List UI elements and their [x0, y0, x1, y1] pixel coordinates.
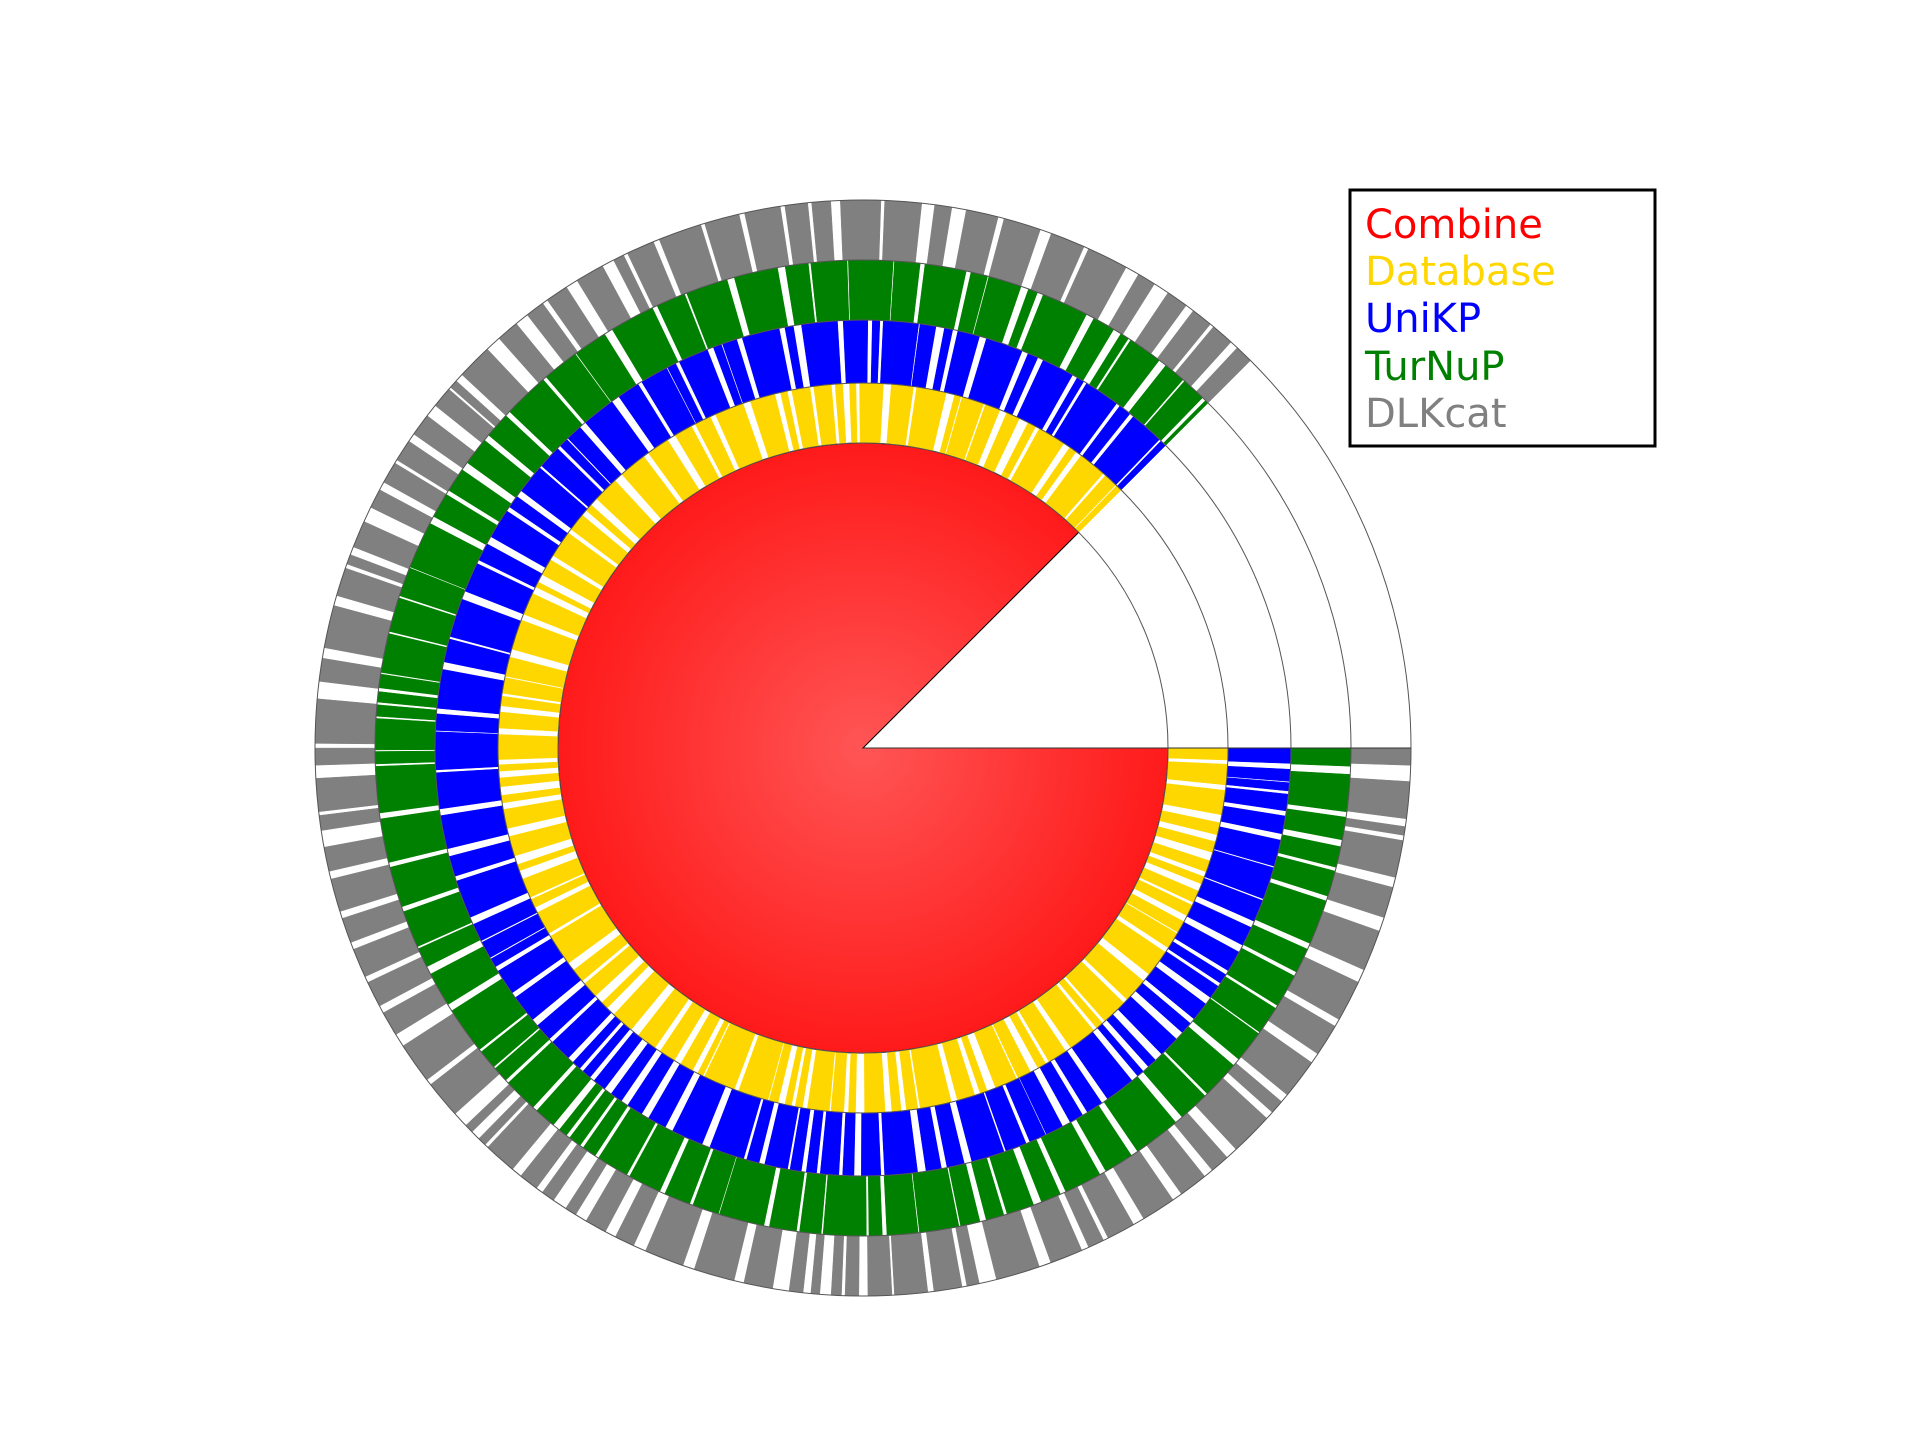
ring-segment-dlkcat [812, 201, 835, 262]
legend-entry-dlkcat: DLKcat [1365, 391, 1507, 437]
ring-segment-dlkcat [324, 836, 387, 871]
ring-segment-turnup [380, 810, 447, 862]
ring-segment-turnup [769, 1168, 804, 1231]
ring-segment-dlkcat [831, 1235, 844, 1295]
ring-segment-dlkcat [891, 1233, 928, 1296]
ring-segment-dlkcat [1337, 830, 1403, 877]
ring-segment-dlkcat [811, 1234, 825, 1295]
ring-segment-database [1168, 748, 1228, 760]
ring-segment-database [498, 762, 558, 771]
ring-segment-turnup [375, 718, 436, 750]
ring-segment-turnup [884, 1173, 918, 1235]
ring-segment-turnup [734, 268, 788, 336]
ring-segment-dlkcat [1351, 748, 1411, 765]
ring-segment-turnup [375, 751, 435, 764]
ring-segment-dlkcat [785, 203, 814, 265]
ring-segment-unikp [1228, 748, 1291, 763]
ring-segment-turnup [1287, 771, 1350, 812]
ring-segment-unikp [820, 1111, 842, 1175]
ring-segment-database [860, 383, 884, 443]
ring-segment-dlkcat [926, 1228, 962, 1291]
legend: Combine Database UniKP TurNuP DLKcat [1350, 190, 1655, 446]
ring-segment-database [849, 383, 857, 443]
ring-segment-turnup [823, 1175, 866, 1236]
ring-segment-dlkcat [744, 1224, 783, 1288]
ring-segment-dlkcat [867, 1235, 892, 1296]
ring-segment-dlkcat [1347, 778, 1410, 819]
ring-segment-unikp [1224, 787, 1288, 811]
ring-segment-database [498, 734, 558, 759]
ring-segment-unikp [440, 806, 508, 849]
ring-segment-dlkcat [745, 206, 790, 271]
ring-segment-dlkcat [845, 1236, 859, 1296]
ring-segment-turnup [868, 1176, 882, 1236]
ring-segment-dlkcat [1327, 872, 1393, 917]
ring-segment-unikp [843, 320, 868, 383]
ring-segment-database [835, 384, 846, 444]
ring-segment-unikp [801, 321, 841, 387]
ring-segment-unikp [435, 714, 499, 733]
ring-segment-dlkcat [789, 1232, 810, 1293]
ring-segment-database [848, 1053, 856, 1113]
ring-segment-database [908, 387, 946, 451]
ring-segment-dlkcat [694, 1212, 748, 1280]
ring-segment-turnup [848, 260, 893, 321]
ring-segment-dlkcat [316, 775, 378, 812]
ring-segment-dlkcat [324, 606, 392, 659]
ring-segment-turnup [1291, 748, 1351, 766]
ring-segment-dlkcat [927, 205, 952, 267]
ring-segment-dlkcat [989, 218, 1041, 286]
ring-segment-turnup [1283, 809, 1346, 840]
ring-segment-database [1166, 762, 1227, 785]
ring-segment-turnup [375, 764, 438, 813]
ring-segment-turnup [811, 260, 849, 322]
ring-segment-dlkcat [319, 808, 380, 830]
ring-segment-dlkcat [840, 200, 881, 260]
ring-segment-database [1163, 784, 1226, 815]
ring-segment-turnup [891, 261, 921, 323]
ring-segment-database [887, 1051, 901, 1112]
ring-segment-database [503, 799, 565, 828]
legend-entry-database: Database [1365, 249, 1556, 295]
ring-segment-dlkcat [315, 748, 375, 765]
ring-segment-turnup [917, 264, 966, 330]
ring-segment-unikp [882, 1110, 918, 1175]
legend-entry-combine: Combine [1365, 202, 1543, 248]
ring-segment-database [864, 1052, 885, 1113]
legend-entry-unikp: UniKP [1365, 296, 1481, 342]
ring-segment-dlkcat [319, 658, 382, 688]
ring-segment-dlkcat [982, 1210, 1039, 1279]
ring-segment-unikp [861, 1113, 881, 1176]
ring-segment-unikp [436, 769, 502, 809]
ring-segment-unikp [437, 669, 504, 714]
ring-segment-dlkcat [315, 699, 377, 744]
ring-segment-unikp [871, 320, 880, 383]
ring-segment-turnup [800, 1172, 827, 1234]
ring-segment-database [499, 773, 559, 787]
ring-segment-turnup [785, 263, 815, 325]
ring-segment-dlkcat [882, 200, 921, 262]
legend-entry-turnup: TurNuP [1364, 344, 1505, 390]
ring-segment-database [501, 788, 561, 803]
ring-segment-unikp [435, 732, 498, 770]
ring-segment-unikp [843, 1113, 856, 1176]
ring-segment-database [807, 1049, 834, 1111]
ring-segment-database [499, 712, 560, 731]
